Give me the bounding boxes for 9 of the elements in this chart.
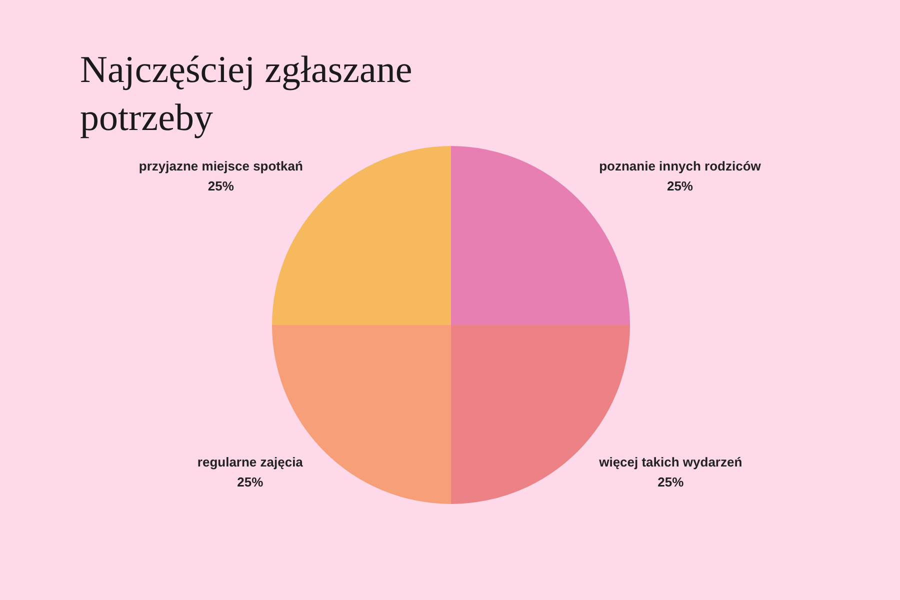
slice-label: poznanie innych rodziców [599, 158, 762, 174]
data-label: 25% [666, 178, 694, 194]
data-label: 25% [658, 474, 684, 490]
slice-label: przyjazne miejsce spotkań [138, 158, 303, 174]
slice-label: więcej takich wydarzeń [598, 454, 742, 470]
data-label: 25% [237, 474, 264, 490]
chart-title: Najczęściej zgłaszane potrzeby [80, 48, 414, 141]
slice-label: regularne zajęcia [197, 454, 304, 470]
data-label: 25% [208, 178, 234, 194]
